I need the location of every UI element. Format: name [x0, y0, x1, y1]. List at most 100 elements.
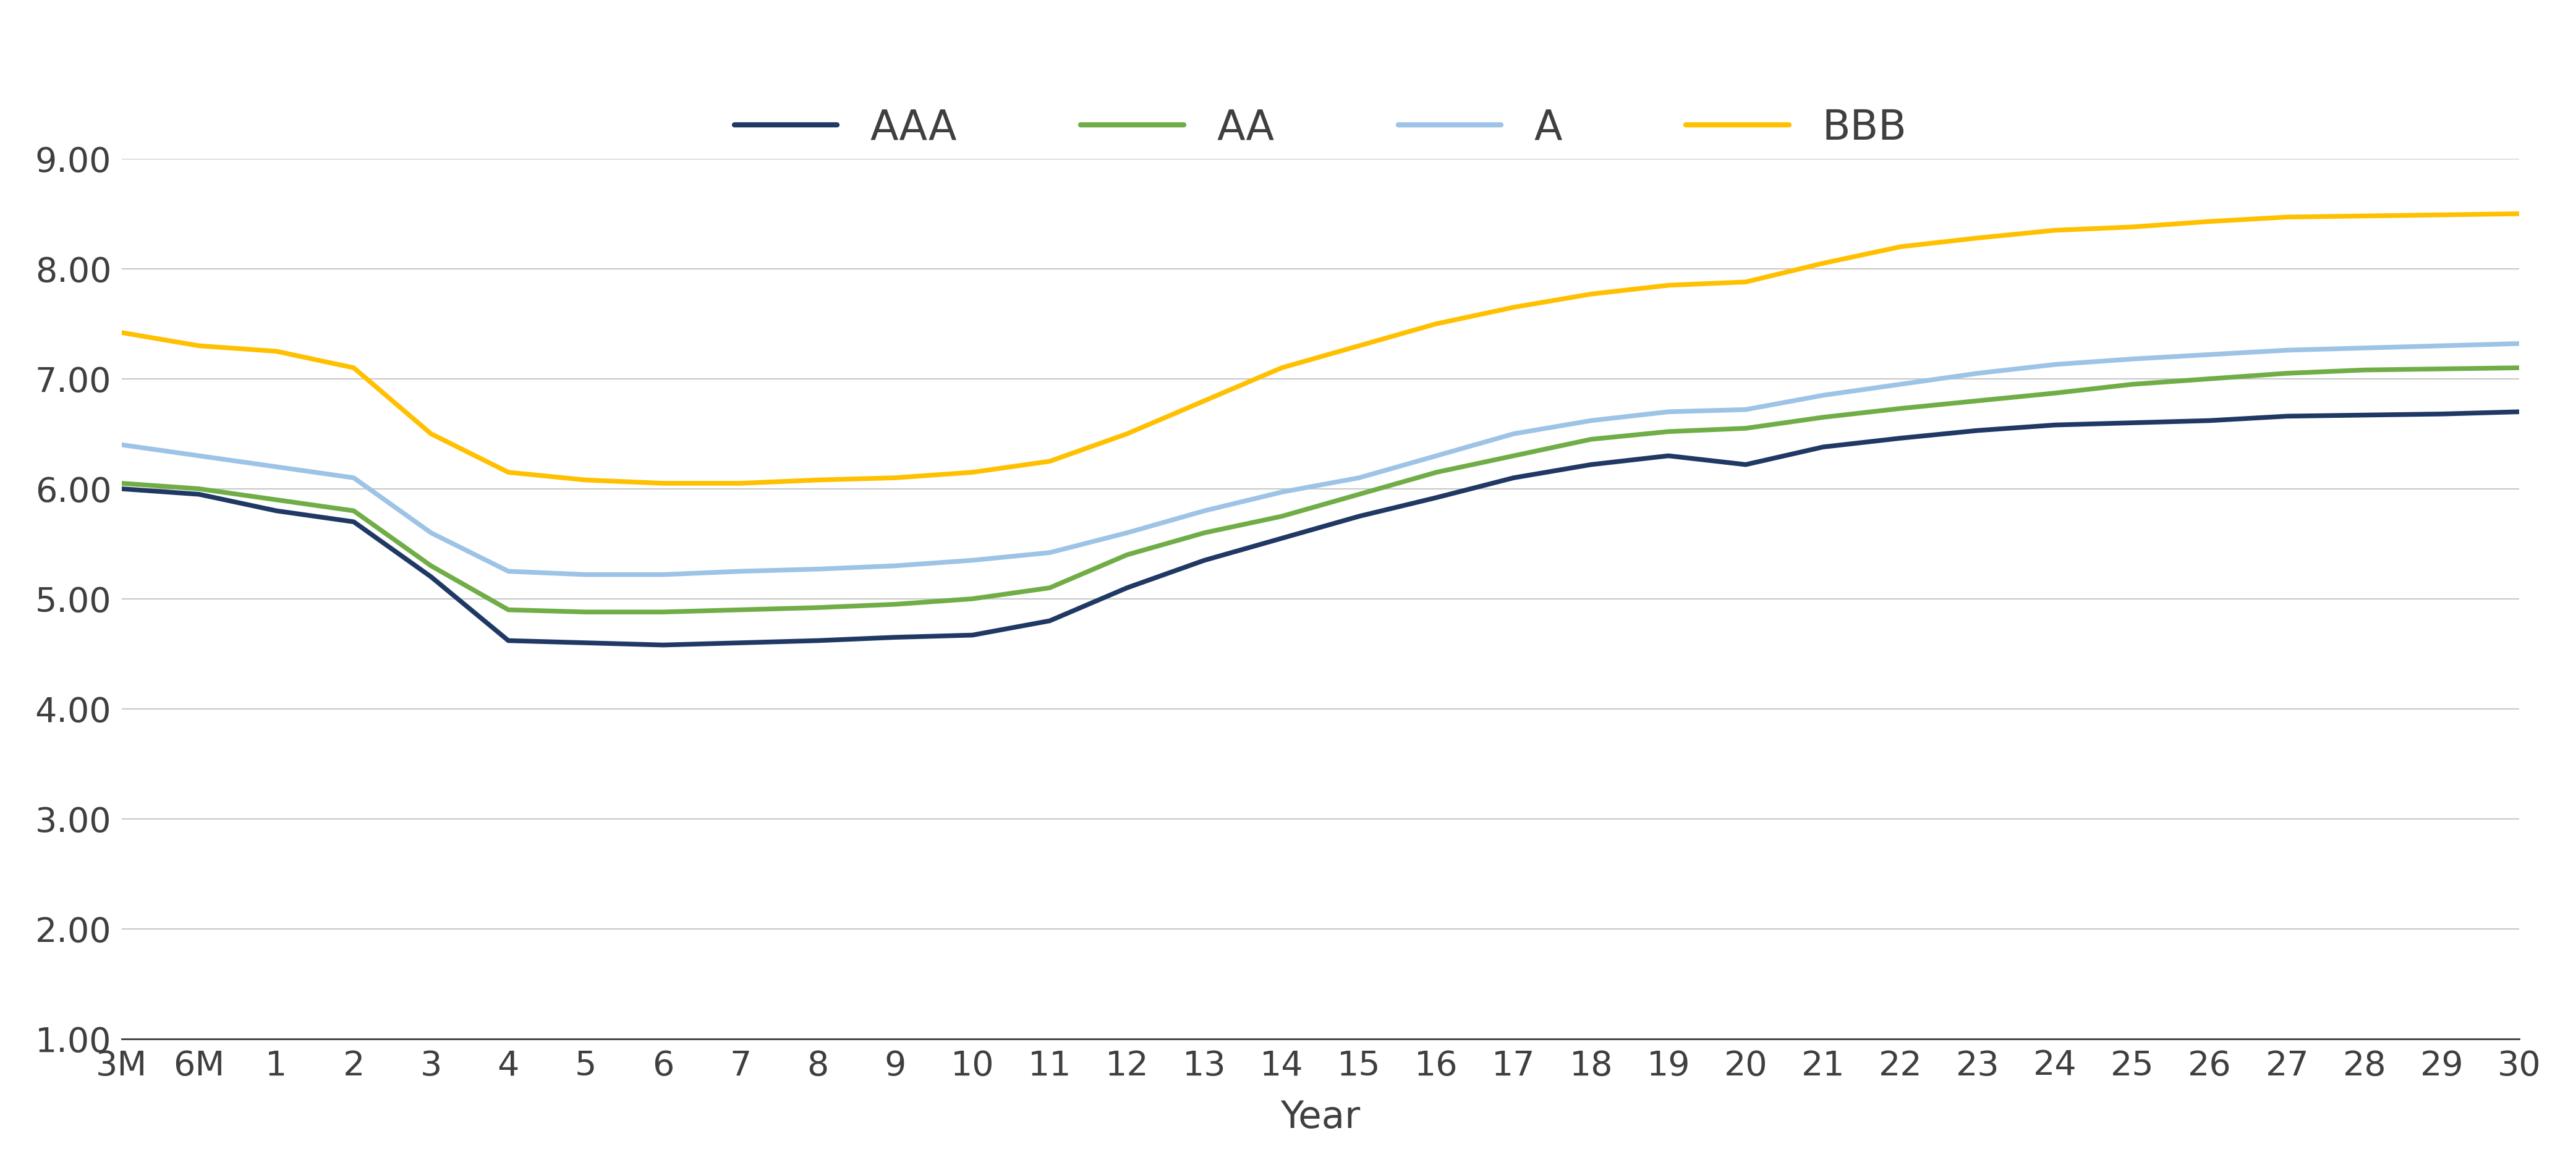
AAA	[2427, 407, 2458, 421]
A	[569, 568, 600, 582]
A	[956, 553, 987, 567]
AAA	[1499, 471, 1530, 485]
X-axis label: Year: Year	[1280, 1099, 1360, 1136]
A	[801, 562, 832, 576]
Line: AA: AA	[121, 368, 2519, 612]
A	[2427, 339, 2458, 353]
BBB	[2349, 209, 2380, 223]
A	[260, 459, 291, 473]
AAA	[647, 638, 677, 651]
A	[878, 559, 909, 573]
AA	[492, 603, 523, 617]
A	[2040, 358, 2071, 371]
AAA	[106, 481, 137, 495]
AA	[1654, 425, 1685, 439]
Line: A: A	[121, 344, 2519, 575]
BBB	[1267, 361, 1298, 375]
BBB	[801, 473, 832, 487]
AA	[1113, 548, 1144, 562]
BBB	[569, 473, 600, 487]
AAA	[2195, 414, 2226, 428]
AAA	[415, 570, 446, 584]
BBB	[724, 477, 755, 491]
AAA	[1422, 491, 1453, 504]
Line: AAA: AAA	[121, 412, 2519, 644]
A	[1036, 546, 1066, 560]
A	[183, 449, 214, 463]
AA	[1499, 449, 1530, 463]
AA	[956, 592, 987, 606]
BBB	[2040, 223, 2071, 237]
A	[647, 568, 677, 582]
A	[1963, 367, 1994, 381]
A	[1808, 389, 1839, 403]
A	[2117, 352, 2148, 366]
AA	[1190, 525, 1221, 539]
AA	[2504, 361, 2535, 375]
AAA	[1577, 458, 1607, 472]
AA	[1731, 421, 1762, 435]
AA	[2195, 371, 2226, 385]
AAA	[2117, 415, 2148, 429]
A	[1499, 427, 1530, 441]
BBB	[2117, 220, 2148, 234]
A	[1190, 503, 1221, 517]
AA	[1267, 509, 1298, 523]
AAA	[492, 634, 523, 648]
AA	[1886, 401, 1917, 415]
AAA	[2272, 410, 2303, 423]
BBB	[956, 465, 987, 479]
BBB	[106, 325, 137, 339]
Legend: AAA, AA, A, BBB: AAA, AA, A, BBB	[719, 91, 1924, 165]
AA	[1345, 487, 1376, 501]
AAA	[956, 628, 987, 642]
A	[1886, 377, 1917, 391]
A	[415, 525, 446, 539]
AA	[415, 559, 446, 573]
A	[1113, 525, 1144, 539]
AAA	[1345, 509, 1376, 523]
AA	[1577, 433, 1607, 447]
AAA	[2504, 405, 2535, 419]
AA	[106, 477, 137, 491]
BBB	[1654, 279, 1685, 293]
AA	[647, 605, 677, 619]
AA	[801, 600, 832, 614]
AAA	[1113, 581, 1144, 595]
A	[1577, 414, 1607, 428]
AAA	[1731, 458, 1762, 472]
AAA	[1267, 531, 1298, 545]
AAA	[724, 636, 755, 650]
BBB	[1422, 317, 1453, 331]
AAA	[2349, 408, 2380, 422]
AA	[337, 503, 368, 517]
A	[1345, 471, 1376, 485]
BBB	[647, 477, 677, 491]
AA	[183, 481, 214, 495]
BBB	[1113, 427, 1144, 441]
A	[2504, 337, 2535, 351]
AA	[1422, 465, 1453, 479]
BBB	[1808, 257, 1839, 271]
BBB	[1345, 339, 1376, 353]
BBB	[2272, 211, 2303, 224]
BBB	[1036, 455, 1066, 469]
A	[2272, 344, 2303, 358]
AA	[2117, 377, 2148, 391]
AAA	[1886, 432, 1917, 445]
BBB	[878, 471, 909, 485]
BBB	[1886, 239, 1917, 253]
AA	[2272, 367, 2303, 381]
A	[1731, 403, 1762, 417]
AA	[569, 605, 600, 619]
AAA	[1654, 449, 1685, 463]
AA	[2349, 363, 2380, 377]
BBB	[1499, 301, 1530, 315]
A	[1654, 405, 1685, 419]
BBB	[1731, 275, 1762, 289]
AAA	[1036, 614, 1066, 628]
BBB	[183, 339, 214, 353]
BBB	[492, 465, 523, 479]
AA	[2427, 362, 2458, 376]
A	[1422, 449, 1453, 463]
